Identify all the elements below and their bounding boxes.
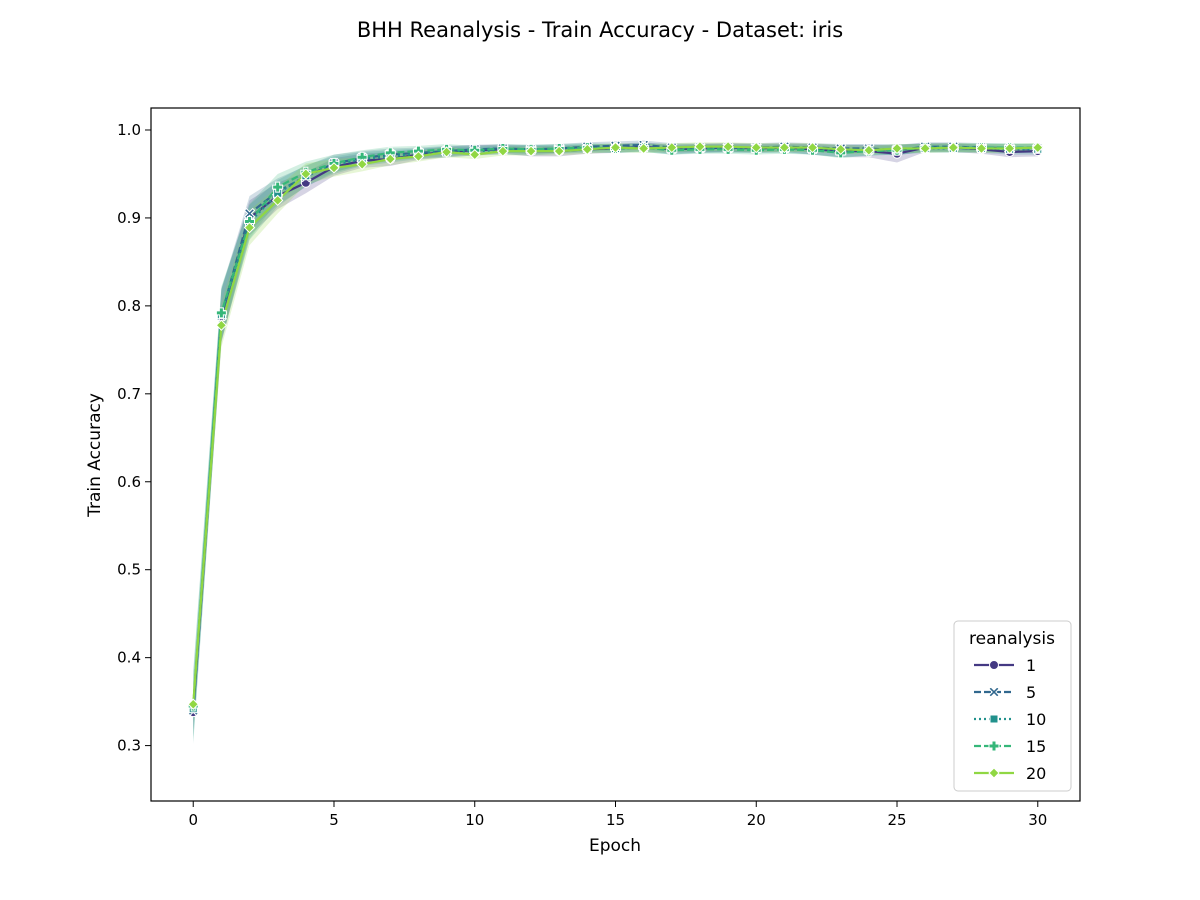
x-axis-label: Epoch [589,836,641,856]
confidence-bands [193,140,1038,744]
point-series-20 [609,141,622,154]
point-series-20 [497,145,509,157]
x-tick-label: 5 [329,811,339,829]
legend-marker-1 [989,660,999,670]
point-series-20 [975,142,988,155]
point-series-20 [806,141,819,154]
point-series-20 [863,144,875,156]
y-axis-ticks: 0.3 0.4 0.5 0.6 0.7 0.8 0.9 1.0 [117,121,151,755]
point-series-20 [328,162,340,174]
series-markers [187,139,1044,718]
y-tick-label: 0.8 [117,297,141,315]
point-series-20 [750,141,762,154]
band-series-10 [193,143,1038,744]
legend-marker-15 [988,740,1000,752]
point-series-20 [356,158,368,170]
x-axis-ticks: 0 5 10 15 20 25 30 [188,801,1047,829]
point-series-20 [271,194,284,207]
line-series-1 [192,145,1038,713]
y-tick-label: 0.9 [117,209,141,227]
line-series-10 [192,146,1038,709]
legend-label-10: 10 [1026,710,1046,729]
x-tick-label: 10 [465,811,484,829]
y-tick-label: 0.5 [117,561,141,579]
x-tick-label: 15 [606,811,625,829]
point-series-20 [384,153,396,165]
point-series-20 [412,150,425,163]
point-series-20 [215,319,228,331]
y-tick-label: 0.3 [117,737,141,755]
band-series-20 [193,142,1038,722]
point-series-20 [1003,142,1016,155]
point-series-20 [440,146,453,158]
series-lines [192,143,1038,713]
legend-marker-20 [988,767,1000,779]
point-series-20 [694,140,706,153]
point-series-20 [1032,141,1044,154]
point-series-20 [722,140,734,153]
chart-title: BHH Reanalysis - Train Accuracy - Datase… [357,18,843,42]
legend-label-15: 15 [1026,737,1046,756]
legend-label-5: 5 [1026,683,1036,702]
point-series-20 [919,142,931,155]
point-series-20 [666,141,678,154]
legend-label-1: 1 [1026,656,1036,675]
y-axis-label: Train Accuracy [85,393,105,518]
y-tick-label: 0.6 [117,473,141,491]
line-series-20 [192,145,1038,705]
legend-box [953,620,1072,792]
band-series-5 [193,140,1038,737]
x-tick-label: 0 [188,811,198,829]
point-series-20 [525,145,537,157]
point-series-20 [778,141,791,154]
point-series-20 [835,143,847,156]
y-tick-label: 0.4 [117,649,141,667]
point-series-20 [581,143,594,156]
band-series-15 [193,143,1038,742]
point-series-20 [891,142,903,155]
x-tick-label: 30 [1028,811,1047,829]
point-series-20 [553,145,565,157]
line-series-15 [192,146,1038,707]
plot-frame [150,107,1081,802]
point-series-15 [215,307,227,319]
point-series-20 [243,221,256,234]
y-tick-label: 1.0 [117,121,141,139]
legend-title: reanalysis [969,629,1055,649]
legend-marker-10 [989,714,999,724]
legend-label-20: 20 [1026,764,1046,783]
legend-marker-5 [988,686,1000,698]
x-tick-label: 20 [747,811,766,829]
point-series-20 [469,148,481,161]
y-tick-label: 0.7 [117,385,141,403]
point-series-20 [187,698,199,710]
band-series-1 [193,142,1038,730]
point-series-20 [947,141,960,154]
point-series-20 [637,142,650,155]
point-series-20 [300,168,312,180]
x-tick-label: 25 [887,811,906,829]
point-series-15 [272,181,284,193]
line-series-5 [192,143,1038,711]
